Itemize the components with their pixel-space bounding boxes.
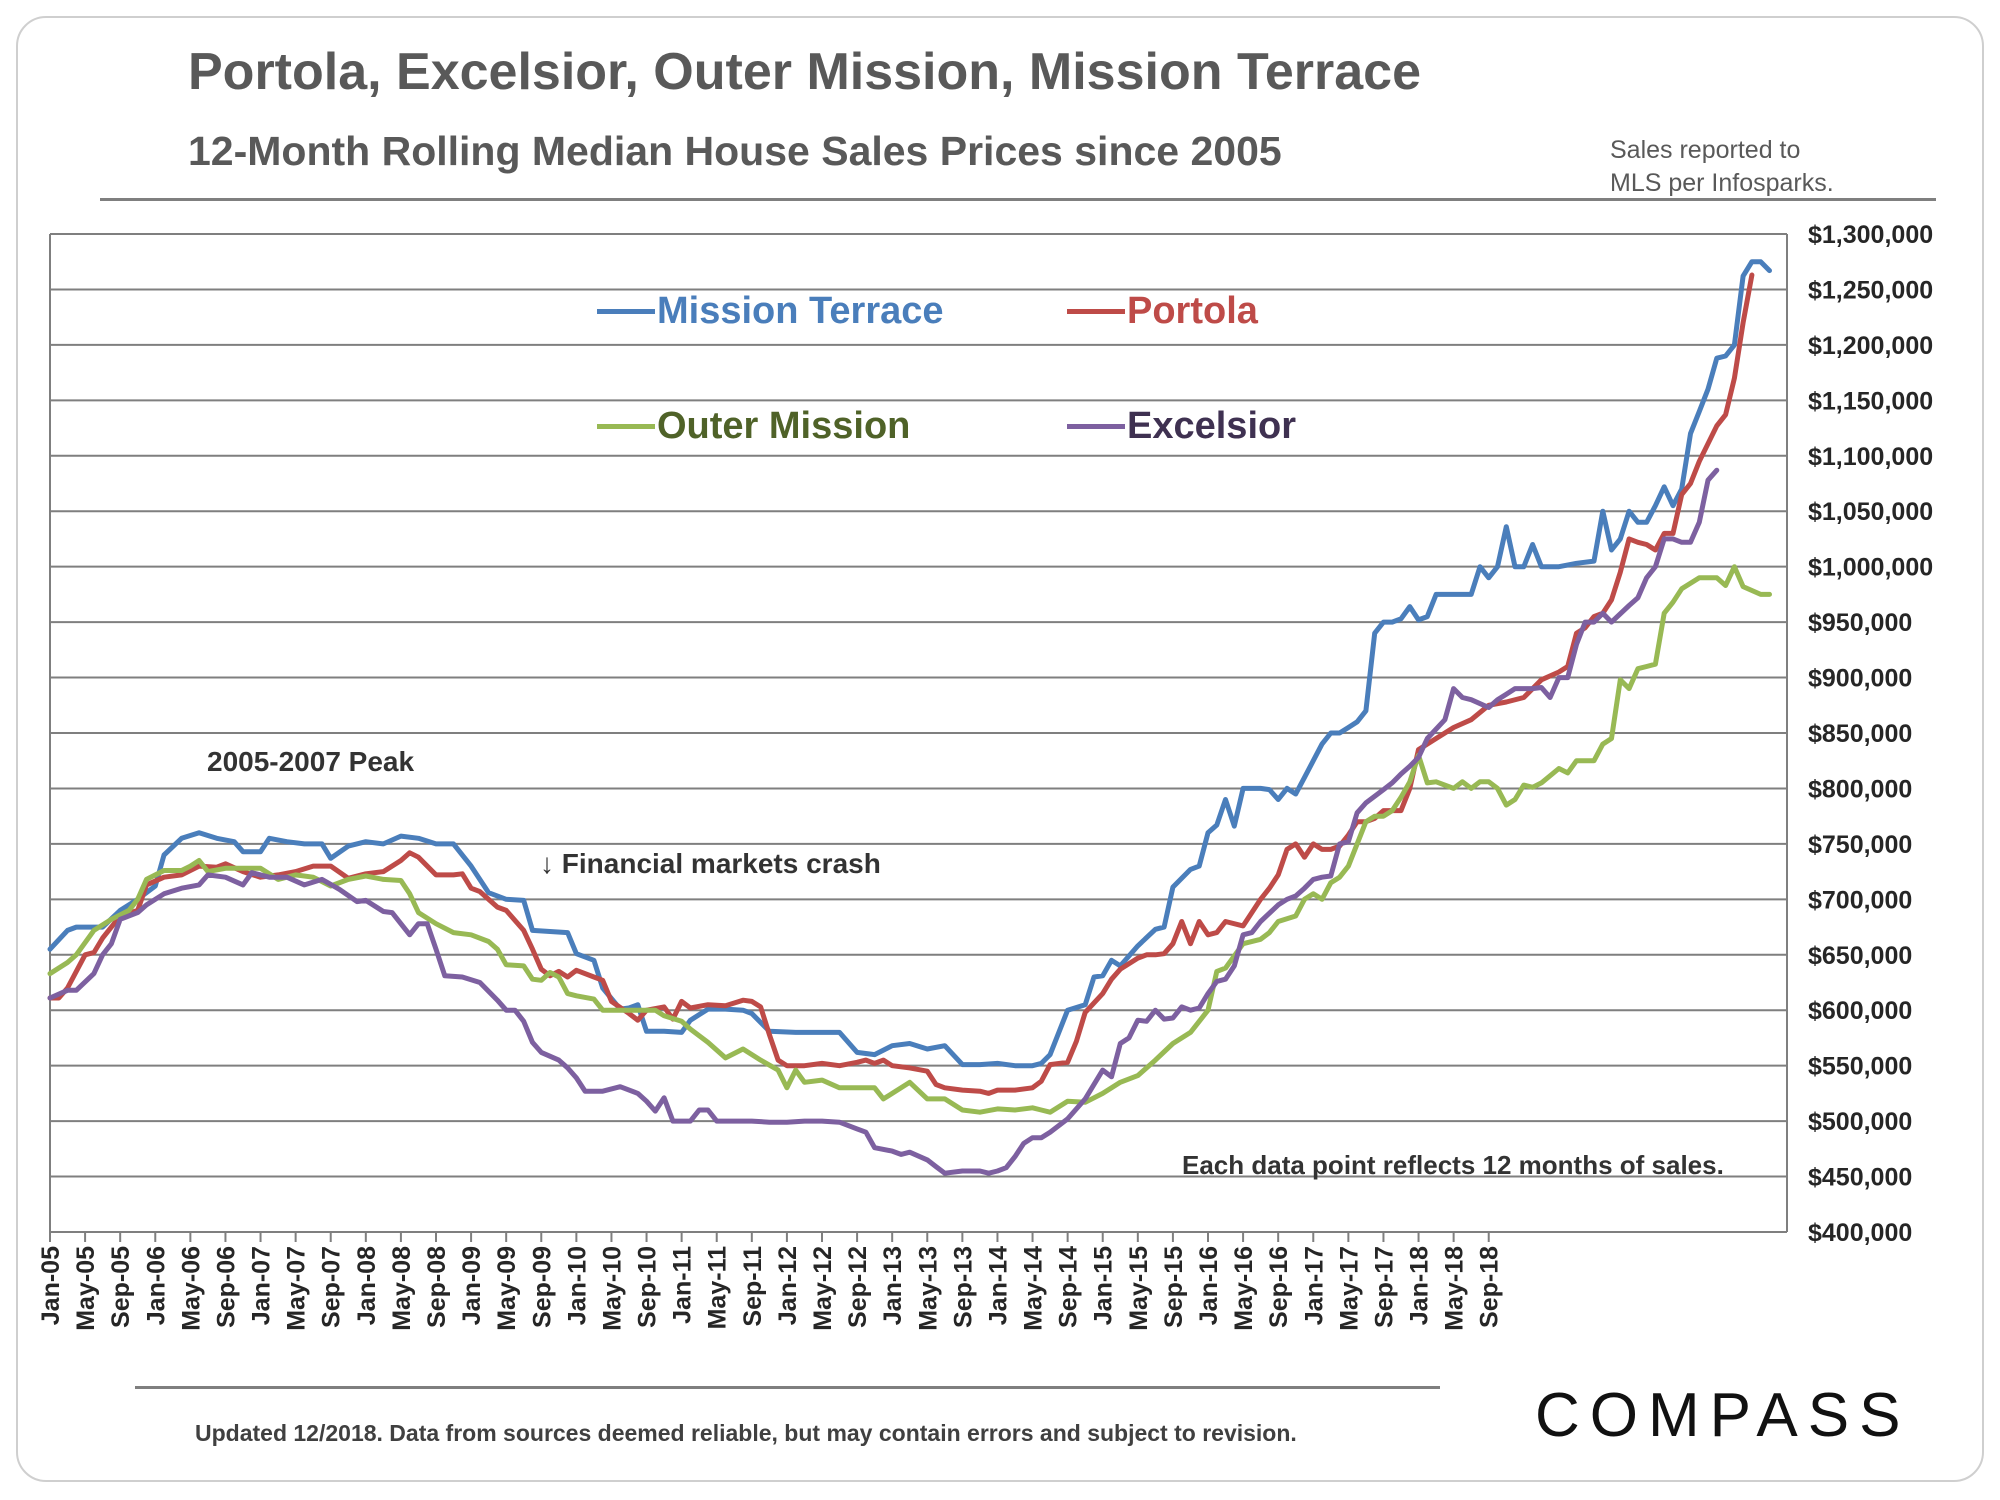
series-line-outer-mission [47, 564, 1772, 1115]
legend-label-excelsior: Excelsior [1127, 405, 1296, 447]
series-line-mission-terrace [47, 259, 1772, 1069]
y-tick-label: $1,300,000 [1808, 221, 1933, 249]
y-tick-label: $750,000 [1808, 831, 1912, 859]
legend-label-portola: Portola [1127, 290, 1258, 332]
x-tick-label: May-14 [1020, 1246, 1048, 1331]
x-tick-label: Jan-17 [1300, 1246, 1328, 1325]
series-line-portola [47, 272, 1755, 1096]
x-tick-label: Jan-11 [669, 1246, 697, 1324]
footer-divider [135, 1386, 1440, 1389]
y-tick-label: $900,000 [1808, 665, 1912, 693]
y-tick-label: $1,100,000 [1808, 443, 1933, 471]
x-tick-label: May-05 [72, 1246, 100, 1331]
x-tick-label: May-10 [598, 1246, 626, 1331]
annotation-crash: ↓ Financial markets crash [540, 848, 881, 879]
x-tick-label: Sep-14 [1055, 1246, 1083, 1328]
y-tick-label: $500,000 [1808, 1108, 1912, 1136]
x-tick-label: May-12 [809, 1246, 837, 1331]
y-tick-label: $1,250,000 [1808, 276, 1933, 304]
legend-portola: Portola [1067, 290, 1258, 333]
x-tick-label: Sep-11 [739, 1246, 767, 1327]
footer-disclaimer: Updated 12/2018. Data from sources deeme… [195, 1420, 1297, 1446]
legend-swatch-mission-terrace [597, 309, 655, 314]
y-tick-label: $450,000 [1808, 1164, 1912, 1192]
x-tick-label: Sep-08 [423, 1246, 451, 1328]
x-tick-label: May-07 [283, 1246, 311, 1331]
series-line-excelsior [47, 467, 1720, 1176]
y-tick-label: $700,000 [1808, 886, 1912, 914]
y-tick-label: $800,000 [1808, 775, 1912, 803]
y-tick-label: $950,000 [1808, 609, 1912, 637]
grid-lines [49, 233, 1788, 1233]
source-note-line2: MLS per Infosparks. [1610, 169, 1834, 197]
annotation-note: Each data point reflects 12 months of sa… [1182, 1150, 1724, 1180]
x-tick-label: Sep-16 [1265, 1246, 1293, 1328]
x-tick-label: Jan-10 [563, 1246, 591, 1325]
x-tick-label: Jan-08 [353, 1246, 381, 1325]
x-tick-label: May-09 [493, 1246, 521, 1331]
x-tick-label: Sep-10 [634, 1246, 662, 1328]
x-tick-label: Jan-06 [142, 1246, 170, 1325]
legend-mission-terrace: Mission Terrace [597, 290, 944, 333]
chart-subtitle: 12-Month Rolling Median House Sales Pric… [188, 128, 1282, 174]
chart-title: Portola, Excelsior, Outer Mission, Missi… [188, 43, 1421, 101]
x-axis-ticks: Jan-05 May-05 Sep-05 Jan-06 May-06 Sep-06 Jan-… [37, 1232, 1504, 1331]
y-tick-label: $550,000 [1808, 1053, 1912, 1081]
y-tick-label: $400,000 [1808, 1219, 1912, 1247]
x-tick-label: May-13 [914, 1246, 942, 1331]
x-tick-label: Sep-06 [212, 1246, 240, 1328]
compass-logo: COMPASS [1535, 1381, 1911, 1450]
slide-frame [16, 16, 1984, 1482]
y-axis-ticks: $400,000 $450,000 $500,000 $550,000 $600,000… [1808, 221, 1933, 1247]
series-lines [47, 259, 1772, 1176]
y-tick-label: $1,200,000 [1808, 332, 1933, 360]
legend-outer-mission: Outer Mission [597, 405, 910, 448]
x-tick-label: May-16 [1230, 1246, 1258, 1331]
x-tick-label: May-15 [1125, 1246, 1153, 1331]
x-tick-label: Sep-18 [1476, 1246, 1504, 1328]
x-tick-label: Jan-13 [879, 1246, 907, 1325]
x-tick-label: Jan-05 [37, 1246, 65, 1325]
x-tick-label: Jan-07 [248, 1246, 276, 1325]
x-tick-label: Jan-14 [984, 1246, 1012, 1325]
legend-swatch-outer-mission [597, 424, 655, 429]
y-tick-label: $650,000 [1808, 942, 1912, 970]
y-tick-label: $600,000 [1808, 997, 1912, 1025]
x-tick-label: May-08 [388, 1246, 416, 1331]
header-divider [100, 198, 1936, 201]
legend-excelsior: Excelsior [1067, 405, 1296, 448]
y-tick-label: $1,000,000 [1808, 554, 1933, 582]
x-tick-label: Jan-15 [1090, 1246, 1118, 1325]
x-tick-label: Sep-07 [318, 1246, 346, 1328]
y-tick-label: $1,150,000 [1808, 387, 1933, 415]
x-tick-label: Sep-05 [107, 1246, 135, 1328]
legend-label-mission-terrace: Mission Terrace [657, 290, 944, 332]
x-tick-label: Jan-12 [774, 1246, 802, 1325]
legend-swatch-portola [1067, 309, 1125, 314]
legend-swatch-excelsior [1067, 424, 1125, 429]
x-tick-label: Jan-18 [1406, 1246, 1434, 1325]
x-tick-label: Sep-12 [844, 1246, 872, 1328]
y-tick-label: $1,050,000 [1808, 498, 1933, 526]
x-tick-label: Sep-09 [528, 1246, 556, 1328]
source-note: Sales reported to MLS per Infosparks. [1610, 134, 1834, 200]
x-tick-label: Jan-09 [458, 1246, 486, 1325]
x-tick-label: May-06 [177, 1246, 205, 1331]
x-tick-label: Sep-17 [1370, 1246, 1398, 1328]
x-tick-label: May-11 [704, 1246, 732, 1329]
x-tick-label: Sep-15 [1160, 1246, 1188, 1328]
source-note-line1: Sales reported to [1610, 136, 1801, 164]
legend-label-outer-mission: Outer Mission [657, 405, 911, 447]
x-tick-label: May-18 [1441, 1246, 1469, 1331]
y-tick-label: $850,000 [1808, 720, 1912, 748]
x-tick-label: Jan-16 [1195, 1246, 1223, 1325]
x-tick-label: Sep-13 [949, 1246, 977, 1328]
annotation-peak: 2005-2007 Peak [207, 746, 415, 777]
x-tick-label: May-17 [1335, 1246, 1363, 1331]
